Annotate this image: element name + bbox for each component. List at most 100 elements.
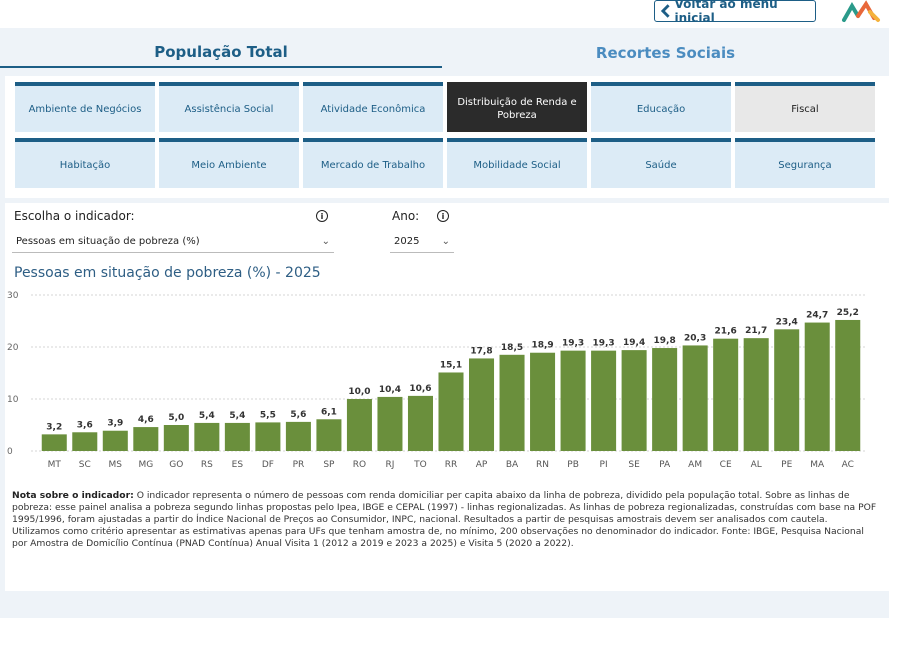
category-mercado-de-trabalho[interactable]: Mercado de Trabalho xyxy=(303,138,443,188)
bar-rs[interactable] xyxy=(194,422,220,451)
x-tick-label: RS xyxy=(201,460,213,470)
bar-ma[interactable] xyxy=(804,322,830,451)
bar-pa[interactable] xyxy=(652,348,678,451)
x-tick-label: AL xyxy=(751,460,762,470)
bar-al[interactable] xyxy=(743,338,769,451)
bar-sp[interactable] xyxy=(316,419,342,451)
bar-ro[interactable] xyxy=(346,399,372,451)
bar-value-label: 10,6 xyxy=(409,384,431,394)
bar-value-label: 19,3 xyxy=(592,339,614,349)
bar-value-label: 5,4 xyxy=(229,411,245,421)
bar-df[interactable] xyxy=(255,422,281,451)
x-tick-label: SP xyxy=(323,460,335,470)
bar-pb[interactable] xyxy=(560,350,586,451)
bar-ba[interactable] xyxy=(499,354,525,451)
bar-pe[interactable] xyxy=(774,329,800,451)
bar-value-label: 10,0 xyxy=(348,387,370,397)
back-to-menu-button[interactable]: Voltar ao menu inicial xyxy=(654,0,816,25)
bar-sc[interactable] xyxy=(72,432,98,451)
category-mobilidade-social[interactable]: Mobilidade Social xyxy=(447,138,587,188)
category-ambiente-de-negocios[interactable]: Ambiente de Negócios xyxy=(15,82,155,132)
x-tick-label: AM xyxy=(688,460,702,470)
bar-value-label: 21,6 xyxy=(715,327,737,337)
bar-value-label: 4,6 xyxy=(138,415,154,425)
x-tick-label: GO xyxy=(169,460,183,470)
bar-to[interactable] xyxy=(407,395,433,451)
back-button-label: Voltar ao menu inicial xyxy=(674,0,778,25)
bar-value-label: 25,2 xyxy=(837,308,859,318)
year-info-icon[interactable]: i xyxy=(437,210,449,222)
x-tick-label: ES xyxy=(232,460,244,470)
x-tick-label: RJ xyxy=(386,460,395,470)
bar-am[interactable] xyxy=(682,345,708,451)
indicator-select-value: Pessoas em situação de pobreza (%) xyxy=(16,236,200,247)
bar-value-label: 18,5 xyxy=(501,343,523,353)
bar-mt[interactable] xyxy=(41,434,67,451)
category-meio-ambiente[interactable]: Meio Ambiente xyxy=(159,138,299,188)
bar-value-label: 6,1 xyxy=(321,407,337,417)
bar-rj[interactable] xyxy=(377,396,403,451)
bar-value-label: 3,2 xyxy=(46,422,62,432)
y-tick-label: 0 xyxy=(7,447,13,457)
bar-value-label: 10,4 xyxy=(379,385,401,395)
category-seguranca[interactable]: Segurança xyxy=(735,138,875,188)
category-distribuicao-de-renda[interactable]: Distribuição de Renda e Pobreza xyxy=(447,82,587,132)
bar-pi[interactable] xyxy=(591,350,617,451)
indicator-select[interactable]: Pessoas em situação de pobreza (%) ⌄ xyxy=(12,231,334,253)
bar-value-label: 19,3 xyxy=(562,339,584,349)
bar-rr[interactable] xyxy=(438,372,464,451)
bar-rn[interactable] xyxy=(530,352,556,451)
bar-value-label: 24,7 xyxy=(806,311,828,321)
x-tick-label: BA xyxy=(506,460,519,470)
bar-value-label: 21,7 xyxy=(745,326,767,336)
bar-ce[interactable] xyxy=(713,338,739,451)
bar-ac[interactable] xyxy=(835,319,861,451)
chart-title: Pessoas em situação de pobreza (%) - 202… xyxy=(14,265,321,281)
bar-value-label: 3,6 xyxy=(77,420,93,430)
bar-ms[interactable] xyxy=(102,430,128,451)
note-label: Nota sobre o indicador: xyxy=(12,490,134,501)
bar-value-label: 19,8 xyxy=(654,336,676,346)
chevron-down-icon: ⌄ xyxy=(321,236,330,247)
bar-mg[interactable] xyxy=(133,427,159,451)
app-logo-icon xyxy=(842,0,880,22)
bar-go[interactable] xyxy=(163,425,189,451)
category-fiscal[interactable]: Fiscal xyxy=(735,82,875,132)
bar-value-label: 15,1 xyxy=(440,360,462,370)
category-assistencia-social[interactable]: Assistência Social xyxy=(159,82,299,132)
category-habitacao[interactable]: Habitação xyxy=(15,138,155,188)
x-tick-label: TO xyxy=(413,460,427,470)
bar-value-label: 19,4 xyxy=(623,338,645,348)
x-tick-label: SE xyxy=(628,460,640,470)
bar-ap[interactable] xyxy=(469,358,495,451)
chevron-down-icon: ⌄ xyxy=(441,236,450,247)
year-label: Ano: xyxy=(392,209,420,223)
y-tick-label: 20 xyxy=(7,343,19,353)
chevron-left-icon xyxy=(661,4,670,18)
bar-value-label: 5,6 xyxy=(290,410,306,420)
tab-populacao-total[interactable]: População Total xyxy=(0,38,442,68)
category-atividade-economica[interactable]: Atividade Econômica xyxy=(303,82,443,132)
x-tick-label: MT xyxy=(48,460,62,470)
bar-value-label: 17,8 xyxy=(470,346,492,356)
indicator-note: Nota sobre o indicador: O indicador repr… xyxy=(12,490,878,550)
bar-pr[interactable] xyxy=(285,421,311,451)
bar-value-label: 23,4 xyxy=(776,317,798,327)
note-text: O indicador representa o número de pesso… xyxy=(12,490,877,549)
bar-se[interactable] xyxy=(621,350,647,451)
x-tick-label: RR xyxy=(445,460,458,470)
bar-es[interactable] xyxy=(224,422,250,451)
bar-value-label: 20,3 xyxy=(684,333,706,343)
x-tick-label: MA xyxy=(810,460,825,470)
category-educacao[interactable]: Educação xyxy=(591,82,731,132)
x-tick-label: CE xyxy=(720,460,732,470)
x-tick-label: RN xyxy=(536,460,549,470)
tab-recortes-sociais[interactable]: Recortes Sociais xyxy=(595,44,736,62)
x-tick-label: PI xyxy=(600,460,608,470)
indicator-info-icon[interactable]: i xyxy=(316,210,328,222)
year-select-value: 2025 xyxy=(394,236,420,247)
x-tick-label: MG xyxy=(138,460,153,470)
year-select[interactable]: 2025 ⌄ xyxy=(390,231,454,253)
category-saude[interactable]: Saúde xyxy=(591,138,731,188)
indicator-label: Escolha o indicador: xyxy=(14,209,135,223)
